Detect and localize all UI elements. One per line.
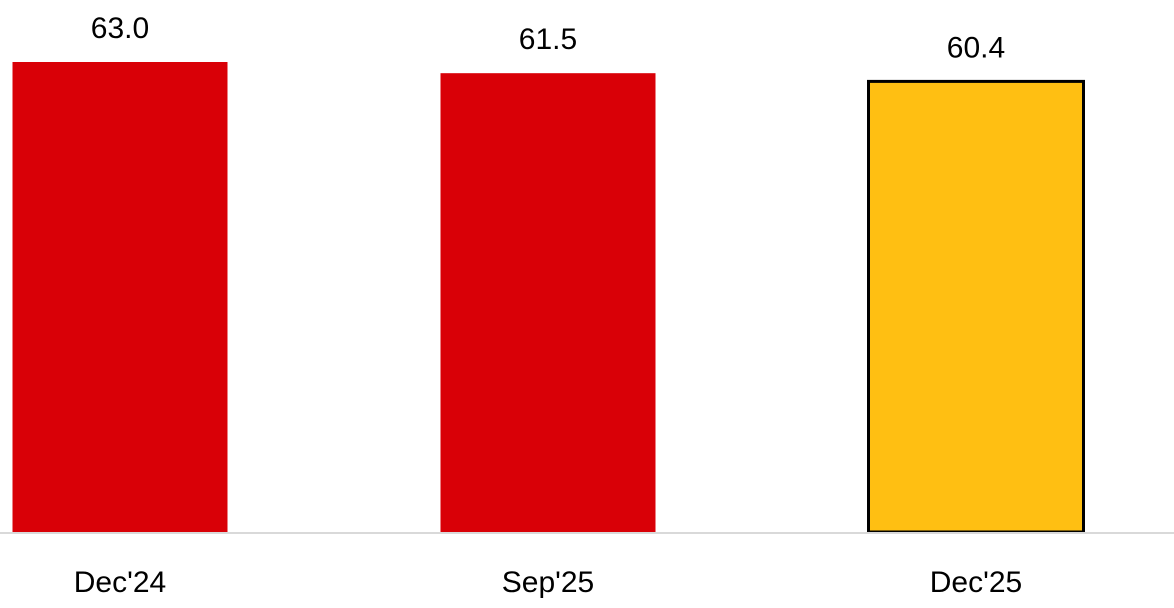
value-label: 61.5	[519, 23, 577, 56]
value-label: 60.4	[947, 31, 1005, 64]
x-tick-label: Dec'24	[74, 566, 166, 599]
bar	[440, 73, 656, 532]
x-tick-label: Dec'25	[930, 566, 1022, 599]
x-tick-label: Sep'25	[502, 566, 594, 599]
value-label: 63.0	[91, 12, 149, 45]
bar	[867, 79, 1085, 534]
bar	[12, 62, 228, 532]
